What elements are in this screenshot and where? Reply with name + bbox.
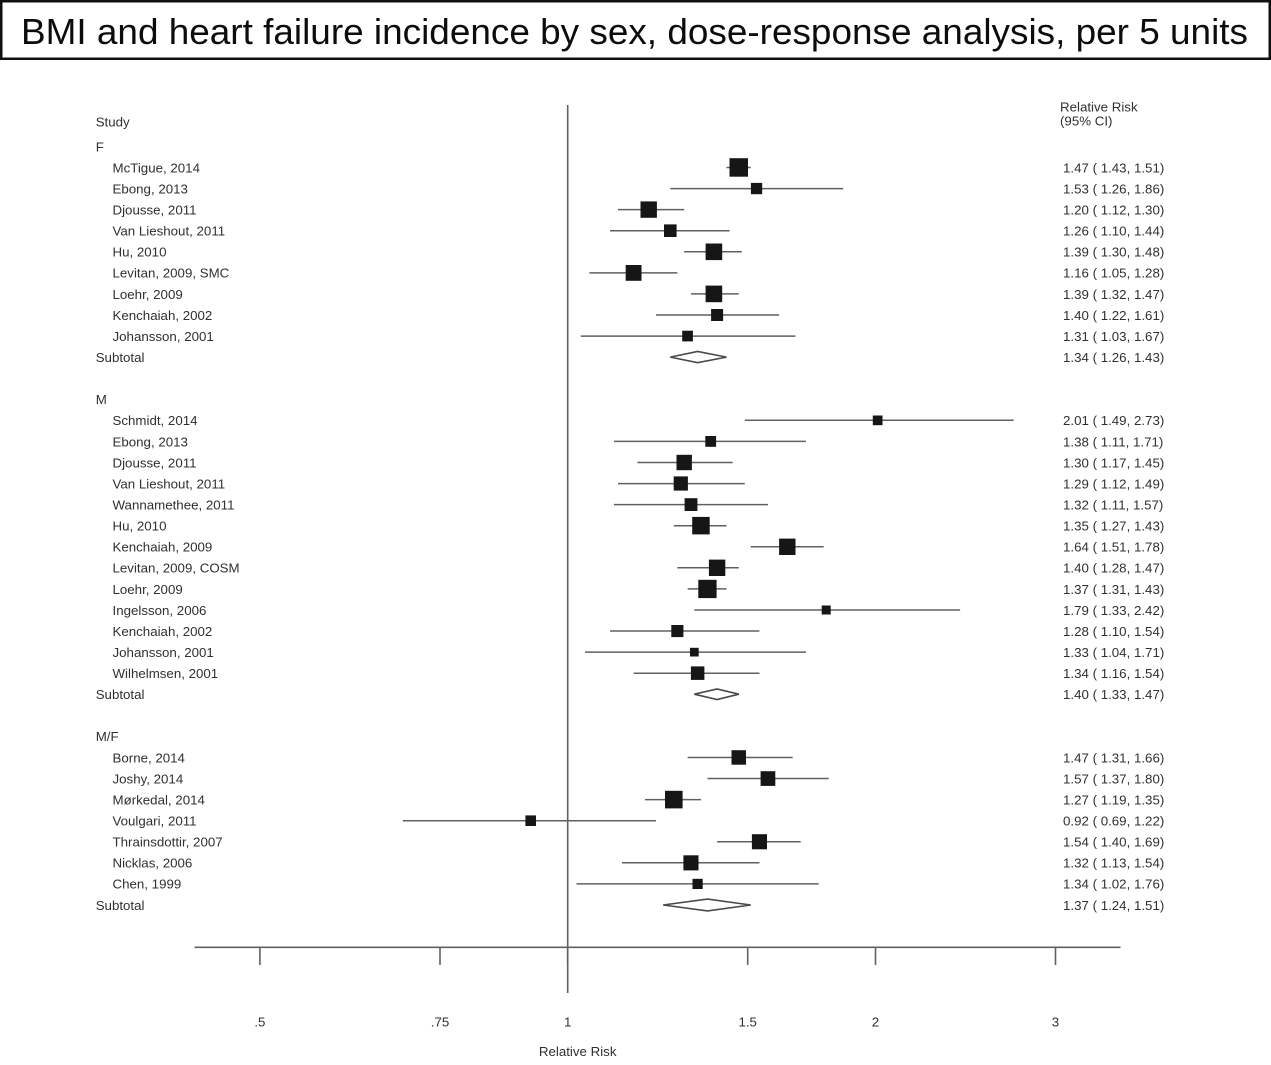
svg-text:1.34 ( 1.16, 1.54): 1.34 ( 1.16, 1.54)	[1063, 666, 1164, 681]
svg-text:BMI and heart failure incidenc: BMI and heart failure incidence by sex, …	[21, 11, 1248, 52]
svg-text:.5: .5	[254, 1015, 265, 1030]
svg-text:1.39 ( 1.30, 1.48): 1.39 ( 1.30, 1.48)	[1063, 245, 1164, 260]
svg-text:Van Lieshout, 2011: Van Lieshout, 2011	[113, 476, 226, 491]
svg-text:Johansson, 2001: Johansson, 2001	[113, 645, 214, 660]
svg-text:Voulgari, 2011: Voulgari, 2011	[113, 814, 197, 829]
svg-text:Relative Risk: Relative Risk	[539, 1044, 617, 1059]
svg-text:1.38 ( 1.11, 1.71): 1.38 ( 1.11, 1.71)	[1063, 434, 1163, 449]
svg-text:1.32 ( 1.13, 1.54): 1.32 ( 1.13, 1.54)	[1063, 856, 1164, 871]
svg-text:1.79 ( 1.33, 2.42): 1.79 ( 1.33, 2.42)	[1063, 603, 1164, 618]
svg-text:Wannamethee, 2011: Wannamethee, 2011	[113, 498, 235, 513]
svg-text:Nicklas, 2006: Nicklas, 2006	[113, 856, 193, 871]
svg-text:1.20 ( 1.12, 1.30): 1.20 ( 1.12, 1.30)	[1063, 203, 1164, 218]
svg-text:1.30 ( 1.17, 1.45): 1.30 ( 1.17, 1.45)	[1063, 455, 1164, 470]
svg-text:3: 3	[1052, 1015, 1059, 1030]
svg-text:Wilhelmsen, 2001: Wilhelmsen, 2001	[113, 666, 219, 681]
svg-text:1.35 ( 1.27, 1.43): 1.35 ( 1.27, 1.43)	[1063, 519, 1164, 534]
svg-text:1.53 ( 1.26, 1.86): 1.53 ( 1.26, 1.86)	[1063, 181, 1164, 196]
svg-text:McTigue, 2014: McTigue, 2014	[113, 160, 200, 175]
svg-text:Johansson, 2001: Johansson, 2001	[113, 329, 214, 344]
svg-text:Kenchaiah, 2002: Kenchaiah, 2002	[113, 624, 213, 639]
svg-text:Joshy, 2014: Joshy, 2014	[113, 771, 184, 786]
svg-text:Hu, 2010: Hu, 2010	[113, 245, 167, 260]
svg-text:Borne, 2014: Borne, 2014	[113, 750, 185, 765]
svg-text:M/F: M/F	[96, 729, 119, 744]
svg-text:1.34 ( 1.26, 1.43): 1.34 ( 1.26, 1.43)	[1063, 350, 1164, 365]
svg-text:1.64 ( 1.51, 1.78): 1.64 ( 1.51, 1.78)	[1063, 540, 1164, 555]
svg-text:1.40 ( 1.28, 1.47): 1.40 ( 1.28, 1.47)	[1063, 561, 1164, 576]
svg-text:F: F	[96, 139, 104, 154]
svg-text:1.31 ( 1.03, 1.67): 1.31 ( 1.03, 1.67)	[1063, 329, 1164, 344]
svg-text:.75: .75	[431, 1015, 450, 1030]
svg-text:1.5: 1.5	[738, 1015, 757, 1030]
svg-text:1.40 ( 1.33, 1.47): 1.40 ( 1.33, 1.47)	[1063, 687, 1164, 702]
svg-text:Levitan, 2009, SMC: Levitan, 2009, SMC	[113, 266, 230, 281]
svg-text:1.33 ( 1.04, 1.71): 1.33 ( 1.04, 1.71)	[1063, 645, 1164, 660]
svg-text:1.57 ( 1.37, 1.80): 1.57 ( 1.37, 1.80)	[1063, 771, 1164, 786]
svg-text:Relative Risk: Relative Risk	[1060, 100, 1138, 115]
svg-text:1.47 ( 1.31, 1.66): 1.47 ( 1.31, 1.66)	[1063, 750, 1164, 765]
svg-text:1: 1	[564, 1015, 571, 1030]
svg-text:2: 2	[872, 1015, 879, 1030]
svg-text:Schmidt, 2014: Schmidt, 2014	[113, 413, 198, 428]
svg-text:1.37 ( 1.31, 1.43): 1.37 ( 1.31, 1.43)	[1063, 582, 1164, 597]
svg-text:Djousse, 2011: Djousse, 2011	[113, 455, 197, 470]
svg-text:Chen, 1999: Chen, 1999	[113, 877, 182, 892]
svg-text:0.92 ( 0.69, 1.22): 0.92 ( 0.69, 1.22)	[1063, 814, 1164, 829]
svg-text:Subtotal: Subtotal	[96, 898, 145, 913]
svg-text:Loehr, 2009: Loehr, 2009	[113, 287, 183, 302]
svg-text:M: M	[96, 392, 107, 407]
svg-text:2.01 ( 1.49, 2.73): 2.01 ( 1.49, 2.73)	[1063, 413, 1164, 428]
svg-text:Ingelsson, 2006: Ingelsson, 2006	[113, 603, 207, 618]
svg-text:Hu, 2010: Hu, 2010	[113, 519, 167, 534]
svg-text:1.40 ( 1.22, 1.61): 1.40 ( 1.22, 1.61)	[1063, 308, 1164, 323]
svg-text:Thrainsdottir, 2007: Thrainsdottir, 2007	[113, 835, 223, 850]
svg-text:Kenchaiah, 2009: Kenchaiah, 2009	[113, 540, 213, 555]
svg-text:Subtotal: Subtotal	[96, 687, 145, 702]
svg-text:1.29 ( 1.12, 1.49): 1.29 ( 1.12, 1.49)	[1063, 476, 1164, 491]
svg-text:1.27 ( 1.19, 1.35): 1.27 ( 1.19, 1.35)	[1063, 793, 1164, 808]
svg-text:1.39 ( 1.32, 1.47): 1.39 ( 1.32, 1.47)	[1063, 287, 1164, 302]
svg-text:Djousse, 2011: Djousse, 2011	[113, 203, 197, 218]
svg-text:Kenchaiah, 2002: Kenchaiah, 2002	[113, 308, 213, 323]
svg-text:Subtotal: Subtotal	[96, 350, 145, 365]
svg-text:1.54 ( 1.40, 1.69): 1.54 ( 1.40, 1.69)	[1063, 835, 1164, 850]
svg-text:Loehr, 2009: Loehr, 2009	[113, 582, 183, 597]
svg-text:1.26 ( 1.10, 1.44): 1.26 ( 1.10, 1.44)	[1063, 224, 1164, 239]
svg-text:Van Lieshout, 2011: Van Lieshout, 2011	[113, 224, 226, 239]
svg-text:Ebong, 2013: Ebong, 2013	[113, 434, 188, 449]
svg-text:(95% CI): (95% CI)	[1060, 114, 1112, 129]
svg-text:1.28 ( 1.10, 1.54): 1.28 ( 1.10, 1.54)	[1063, 624, 1164, 639]
svg-text:1.37 ( 1.24, 1.51): 1.37 ( 1.24, 1.51)	[1063, 898, 1164, 913]
svg-text:Study: Study	[96, 115, 130, 130]
svg-text:Levitan, 2009, COSM: Levitan, 2009, COSM	[113, 561, 240, 576]
svg-text:1.16 ( 1.05, 1.28): 1.16 ( 1.05, 1.28)	[1063, 266, 1164, 281]
svg-text:1.47 ( 1.43, 1.51): 1.47 ( 1.43, 1.51)	[1063, 160, 1164, 175]
svg-text:1.32 ( 1.11, 1.57): 1.32 ( 1.11, 1.57)	[1063, 498, 1163, 513]
svg-text:Mørkedal, 2014: Mørkedal, 2014	[113, 793, 205, 808]
svg-text:Ebong, 2013: Ebong, 2013	[113, 181, 188, 196]
svg-text:1.34 ( 1.02, 1.76): 1.34 ( 1.02, 1.76)	[1063, 877, 1164, 892]
